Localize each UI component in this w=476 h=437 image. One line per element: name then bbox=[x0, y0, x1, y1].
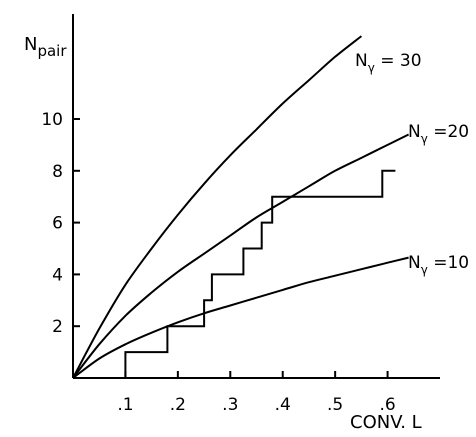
curve-label-rest: =20 bbox=[428, 122, 469, 142]
y-tick-label: 6 bbox=[52, 214, 63, 234]
curve-label-sub: γ bbox=[421, 132, 428, 146]
y-tick-label: 4 bbox=[52, 265, 63, 285]
x-tick-label: .1 bbox=[117, 395, 133, 415]
curve-label-rest: = 30 bbox=[375, 51, 422, 71]
x-tick-label: .4 bbox=[275, 395, 291, 415]
data-step-line bbox=[124, 169, 396, 378]
curve-label-sub: γ bbox=[368, 61, 375, 75]
y-axis-label: Npair bbox=[24, 34, 67, 60]
curve-label-main: N bbox=[355, 51, 368, 71]
y-tick-label: 2 bbox=[52, 317, 63, 337]
curve-label-1: Nγ =20 bbox=[408, 122, 469, 146]
axes bbox=[72, 14, 440, 379]
y-axis-label-main: N bbox=[24, 34, 37, 55]
curve-label-main: N bbox=[408, 122, 421, 142]
curve-label-rest: =10 bbox=[428, 253, 469, 273]
curve-label-2: Nγ =10 bbox=[408, 253, 469, 277]
curve-line-1 bbox=[72, 133, 410, 379]
y-tick-label: 10 bbox=[41, 110, 63, 130]
y-axis-label-sub: pair bbox=[37, 42, 67, 60]
x-tick-label: .2 bbox=[170, 395, 186, 415]
x-ticks: .1 .2 .3 .4 .5 .6 bbox=[117, 371, 396, 415]
x-axis-label: CONV. L bbox=[350, 412, 422, 433]
x-tick-label: .3 bbox=[222, 395, 238, 415]
x-tick-label: .6 bbox=[379, 395, 395, 415]
curve-line-2 bbox=[72, 256, 409, 379]
y-tick-label: 8 bbox=[52, 162, 63, 182]
x-tick-label: .5 bbox=[327, 395, 343, 415]
y-ticks: 2 4 6 8 10 bbox=[41, 110, 80, 337]
curve-line-0 bbox=[72, 35, 363, 379]
curve-label-sub: γ bbox=[421, 263, 428, 277]
curve-label-main: N bbox=[408, 253, 421, 273]
curve-label-0: Nγ = 30 bbox=[355, 51, 422, 75]
labels-layer: Npair CONV. L bbox=[24, 34, 422, 433]
